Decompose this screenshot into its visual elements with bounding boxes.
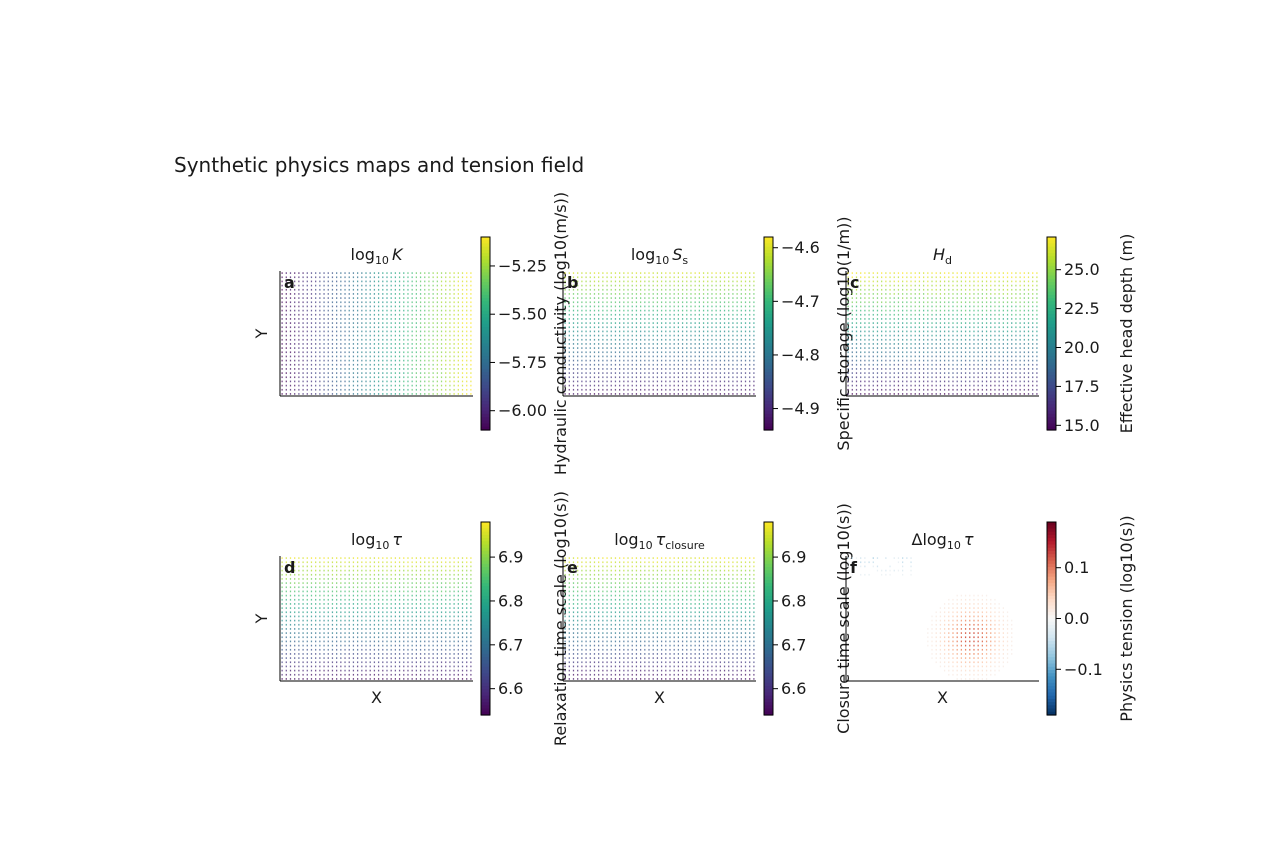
panel-title: log10 K <box>351 245 404 267</box>
colorbar: 15.0 17.5 20.0 22.5 25.0 Effective head depth… <box>1046 234 1136 435</box>
heatmap-cells <box>281 557 472 680</box>
heatmap-cells <box>564 557 755 680</box>
colorbar-tick-label: −4.7 <box>781 292 820 311</box>
panel-letter: b <box>567 273 578 292</box>
panel-f: Δlog10 τ f X −0.1 0.0 0.1 Physics tension (log1… <box>845 515 1136 722</box>
x-axis-label: X <box>654 688 665 707</box>
x-axis-label: X <box>371 688 382 707</box>
panel-title: Δlog10 τ <box>912 530 974 552</box>
colorbar-tick-label: −5.75 <box>498 353 547 372</box>
panel-c: Hd c 15.0 17.5 20.0 22.5 25.0 Effective head de… <box>845 234 1136 435</box>
colorbar: 6.6 6.7 6.8 6.9 Relaxation time scale (log10… <box>480 491 570 746</box>
panel-letter: e <box>567 558 578 577</box>
colorbar-tick-label: −5.25 <box>498 256 547 275</box>
colorbar-tick-label: 0.1 <box>1064 558 1089 577</box>
colorbar-label: Specific storage (log10(1/m)) <box>834 216 853 450</box>
panel-letter: c <box>850 273 859 292</box>
colorbar: −0.1 0.0 0.1 Physics tension (log10(s)) <box>1046 515 1136 722</box>
panel-letter: f <box>850 558 858 577</box>
panel-a: log10 K a Y −6.00 −5.75 −5.50 −5.25 Hydraulic co… <box>252 192 570 475</box>
colorbar-label: Hydraulic conductivity (log10(m/s)) <box>551 192 570 475</box>
panel-d: log10 τ d Y X 6.6 6.7 6.8 6.9 Relaxation time sca… <box>252 491 570 746</box>
heatmap-cells <box>847 557 1013 680</box>
heatmap-cells <box>564 272 755 395</box>
y-axis-label: Y <box>252 613 271 624</box>
colorbar-tick-label: 22.5 <box>1064 299 1100 318</box>
heatmap-cells <box>847 272 1038 395</box>
panel-title: log10 τ <box>351 530 402 552</box>
colorbar-label: Effective head depth (m) <box>1117 234 1136 434</box>
colorbar-tick-label: 6.6 <box>498 679 523 698</box>
y-axis-label: Y <box>252 328 271 339</box>
colorbar: −4.9 −4.8 −4.7 −4.6 Specific storage (log10(… <box>763 216 853 451</box>
figure-title: Synthetic physics maps and tension field <box>174 153 585 177</box>
colorbar-tick-label: 0.0 <box>1064 609 1089 628</box>
colorbar-tick-label: 15.0 <box>1064 416 1100 435</box>
heatmap-cells <box>281 272 472 395</box>
colorbar-tick-label: 6.9 <box>498 548 523 567</box>
panel-b: log10 Ss b −4.9 −4.8 −4.7 −4.6 Specific storage… <box>562 216 853 451</box>
panel-e: log10 τclosure e X 6.6 6.7 6.8 6.9 Closure time … <box>562 503 853 734</box>
panel-letter: a <box>284 273 295 292</box>
colorbar-frame <box>1046 236 1057 431</box>
colorbar-tick-label: 17.5 <box>1064 377 1100 396</box>
panel-letter: d <box>284 558 295 577</box>
colorbar-tick-label: −0.1 <box>1064 660 1103 679</box>
x-axis-label: X <box>937 688 948 707</box>
colorbar-tick-label: 6.8 <box>781 591 806 610</box>
colorbar-tick-label: 6.7 <box>781 635 806 654</box>
colorbar-tick-label: 6.8 <box>498 591 523 610</box>
colorbar-tick-label: 6.6 <box>781 679 806 698</box>
colorbar-tick-label: −6.00 <box>498 401 547 420</box>
colorbar-tick-label: 6.9 <box>781 548 806 567</box>
colorbar: −6.00 −5.75 −5.50 −5.25 Hydraulic conductivi… <box>480 192 570 475</box>
colorbar-label: Closure time scale (log10(s)) <box>834 503 853 734</box>
colorbar-tick-label: −5.50 <box>498 305 547 324</box>
colorbar-tick-label: −4.6 <box>781 238 820 257</box>
colorbar-label: Relaxation time scale (log10(s)) <box>551 491 570 746</box>
colorbar-frame <box>480 521 491 716</box>
panel-title: Hd <box>933 245 952 267</box>
colorbar-frame <box>763 521 774 716</box>
colorbar-frame <box>763 236 774 431</box>
colorbar-tick-label: 20.0 <box>1064 338 1100 357</box>
colorbar-tick-label: −4.9 <box>781 399 820 418</box>
panel-title: log10 Ss <box>631 245 689 267</box>
colorbar-tick-label: −4.8 <box>781 345 820 364</box>
panel-title: log10 τclosure <box>614 530 705 552</box>
colorbar-tick-label: 25.0 <box>1064 260 1100 279</box>
colorbar-frame <box>480 236 491 431</box>
colorbar-label: Physics tension (log10(s)) <box>1117 515 1136 721</box>
colorbar-tick-label: 6.7 <box>498 635 523 654</box>
colorbar: 6.6 6.7 6.8 6.9 Closure time scale (log10(s)… <box>763 503 853 734</box>
